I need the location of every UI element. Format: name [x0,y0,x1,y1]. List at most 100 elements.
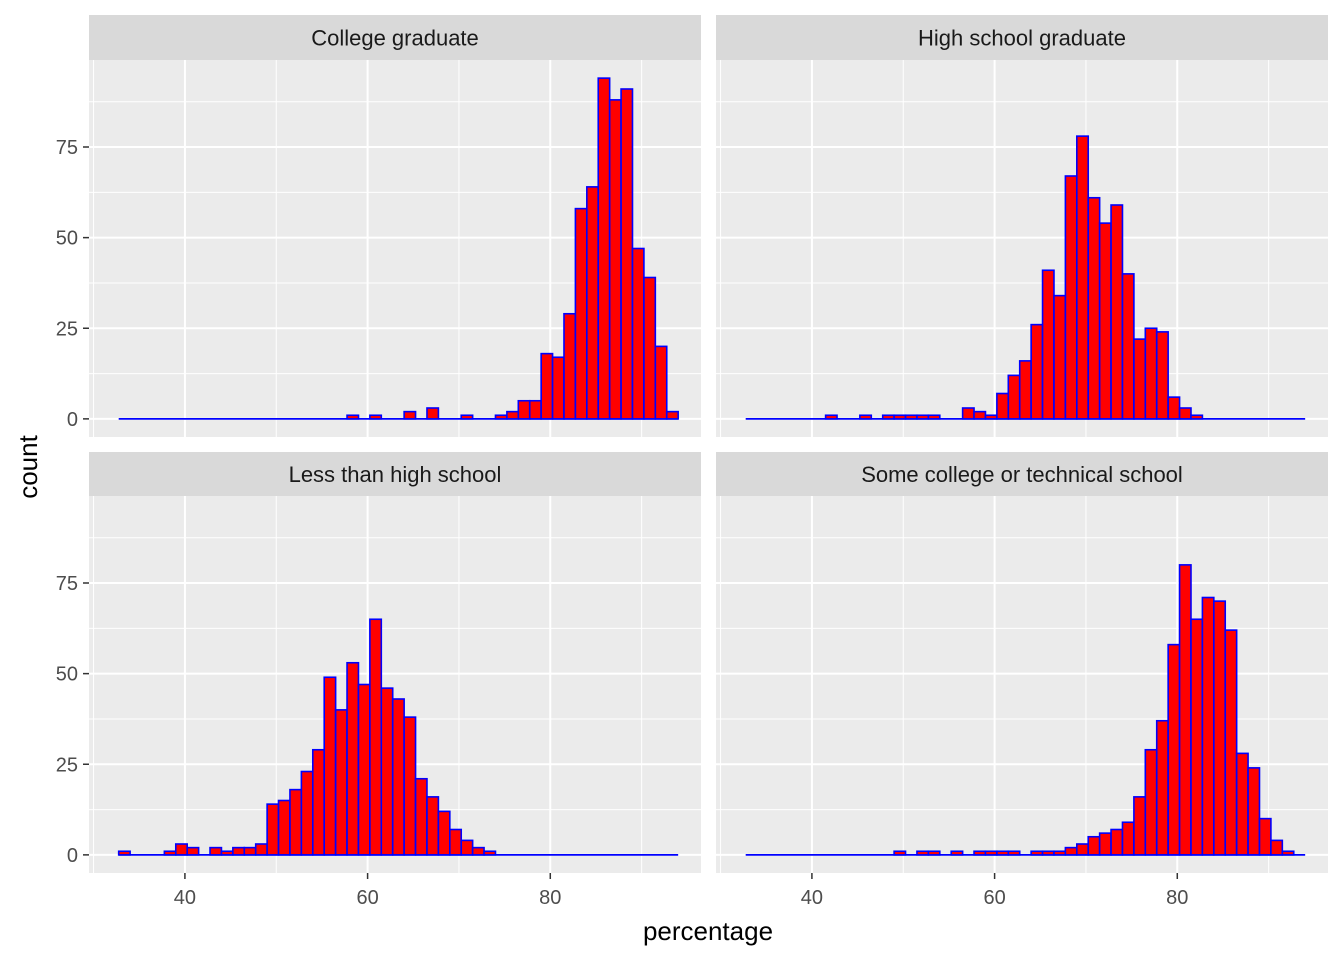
histogram-bar [220,850,234,856]
facet-strip [89,15,701,60]
histogram-bar [1064,175,1078,420]
x-axis-ticks: 40 60 80 40 60 80 [174,873,1188,909]
histogram-bar [1087,196,1101,420]
histogram-bar [1155,719,1169,856]
histogram-bar [973,410,987,420]
histogram-bar [1018,360,1032,420]
histogram-bar [346,661,360,856]
histogram-bar [471,846,485,856]
histogram-bar [323,676,337,856]
histogram-bar [1087,835,1101,856]
histogram-bar [369,414,383,420]
histogram-bar [483,850,497,856]
histogram-bar [1213,600,1227,856]
histogram-bar [984,414,998,420]
histogram-bar [996,392,1010,420]
histogram-bar [881,414,895,420]
histogram-bar [631,247,645,420]
histogram-bar [277,799,291,856]
histogram-bar [311,748,326,856]
histogram-bar [916,414,930,420]
facet-label: Less than high school [289,462,502,487]
histogram-bar [1178,564,1192,856]
y-tick-label: 25 [56,754,78,776]
histogram-bar [1110,204,1124,420]
histogram-bar [1133,338,1147,420]
histogram-bar [506,410,520,420]
histogram-bar [1155,331,1169,420]
histogram-bar [209,846,223,856]
histogram-bar [574,207,588,420]
histogram-bar [665,410,679,420]
histogram-bar [1167,396,1181,420]
histogram-bar [1007,850,1021,856]
histogram-bar [1190,618,1204,856]
histogram-bar [528,399,542,420]
histogram-bar [859,414,873,420]
y-axis-ticks: 0 25 50 75 0 25 50 75 [56,137,89,867]
histogram-bar [950,850,964,856]
facet-strip [716,452,1328,496]
histogram-bar [1041,269,1055,420]
histogram-bar [893,414,907,420]
histogram-bar [1144,327,1158,420]
histogram-bar [540,352,554,420]
histogram-bar [1281,850,1295,856]
histogram-bar [1030,323,1044,420]
histogram-bar [117,850,131,856]
histogram-bar [426,407,440,420]
y-axis-title: count [13,434,43,498]
histogram-bar [1258,817,1272,856]
histogram-bar [654,345,668,420]
histogram-bar [494,414,508,420]
histogram-bar [1053,294,1067,420]
histogram-bar [289,788,303,856]
histogram-bar [1007,374,1021,420]
histogram-bar [1076,135,1090,420]
x-axis-title: percentage [643,916,773,946]
histogram-bar [369,618,383,856]
histogram-bar [403,410,417,420]
histogram-bar [927,850,941,856]
histogram-bar [597,77,611,420]
histogram-bar [1167,643,1181,856]
histogram-bar [1121,821,1135,856]
histogram-bar [1224,629,1238,856]
histogram-bar [984,850,998,856]
facet-panel: Less than high school [89,452,701,873]
histogram-bar [346,414,360,420]
histogram-bar [1110,828,1124,856]
y-tick-label: 25 [56,318,78,340]
y-tick-label: 0 [67,845,78,867]
histogram-bar [449,828,463,856]
x-tick-label: 60 [983,887,1005,909]
facet-panel: College graduate [89,15,701,437]
histogram-bar [334,709,348,856]
histogram-bar [996,850,1010,856]
facet-panel: High school graduate [716,15,1328,437]
histogram-bar [1053,850,1067,856]
facet-label: Some college or technical school [861,462,1183,487]
histogram-bar [927,414,941,420]
histogram-bar [174,843,188,856]
facet-panels: College graduate High school graduate Less… [89,15,1328,873]
histogram-bar [1098,222,1112,420]
histogram-bar [551,356,565,420]
histogram-bar [1190,414,1204,420]
x-tick-label: 80 [1166,887,1188,909]
facet-panel: Some college or technical school [716,452,1328,873]
facet-strip [716,15,1328,60]
histogram-bar [904,414,918,420]
histogram-bar [608,99,622,420]
histogram-bar [1201,596,1215,856]
histogram-bar [1076,843,1090,856]
histogram-bar [403,716,417,856]
y-tick-label: 0 [67,409,78,431]
histogram-bar [1178,407,1192,420]
histogram-bar [300,770,314,856]
histogram-bar [1133,796,1147,856]
histogram-bar [1144,748,1158,856]
histogram-bar [517,399,531,420]
histogram-bar [426,796,440,856]
